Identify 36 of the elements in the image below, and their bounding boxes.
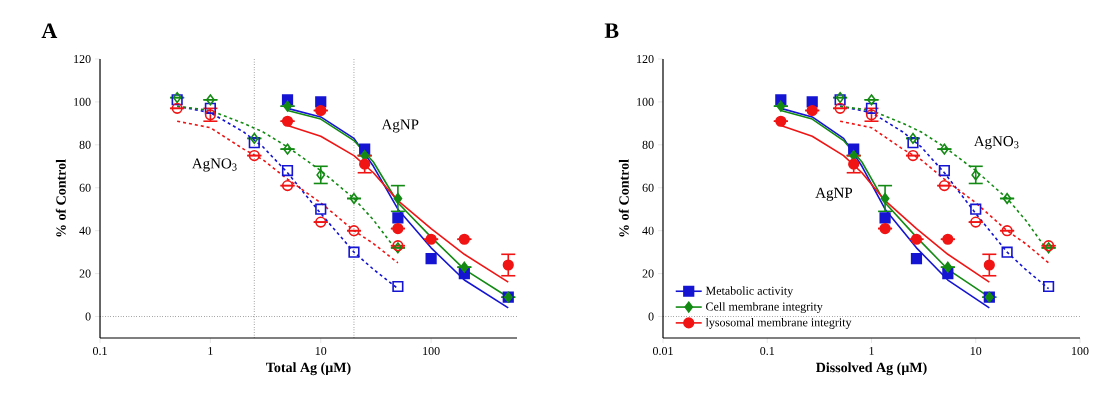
- x-tick-label: 0.01: [652, 346, 673, 356]
- chart-title: A: [41, 23, 58, 38]
- y-tick-label: 40: [79, 226, 91, 235]
- y-axis-title: % of Control: [55, 159, 66, 237]
- x-tick-label: 100: [1072, 346, 1089, 356]
- annotation: AgNP: [815, 187, 853, 201]
- y-tick-label: 0: [85, 312, 91, 321]
- y-tick-label: 80: [79, 140, 91, 149]
- y-tick-label: 100: [637, 97, 654, 106]
- x-tick-label: 1: [869, 346, 874, 355]
- x-tick-label: 10: [315, 346, 327, 356]
- x-axis-title: Dissolved Ag (µM): [816, 362, 927, 376]
- legend-label: lysosomal membrane integrity: [705, 317, 852, 329]
- x-tick-label: 0.1: [92, 346, 107, 356]
- legend-label: Metabolic activity: [705, 286, 794, 298]
- y-tick-label: 100: [74, 97, 91, 106]
- x-tick-label: 1: [208, 346, 213, 355]
- x-tick-label: 0.1: [760, 346, 775, 356]
- y-tick-label: 40: [642, 226, 654, 235]
- y-tick-label: 120: [637, 54, 654, 64]
- y-tick-label: 60: [642, 183, 654, 192]
- x-axis-title: Total Ag (µM): [266, 362, 351, 376]
- y-tick-label: 0: [648, 312, 654, 321]
- y-tick-label: 20: [79, 269, 91, 278]
- y-tick-label: 80: [642, 140, 654, 149]
- annotation: AgNO$_{3}$: [191, 158, 237, 172]
- x-tick-label: 10: [970, 346, 982, 356]
- annotation: AgNP: [381, 119, 419, 133]
- chart-title: B: [604, 23, 619, 38]
- y-tick-label: 120: [74, 54, 91, 64]
- y-tick-label: 20: [642, 269, 654, 278]
- x-tick-label: 100: [423, 346, 440, 356]
- y-axis-title: % of Control: [618, 159, 629, 237]
- legend-label: Cell membrane integrity: [706, 302, 823, 314]
- y-tick-label: 60: [79, 183, 91, 192]
- annotation: AgNO$_{3}$: [973, 136, 1019, 150]
